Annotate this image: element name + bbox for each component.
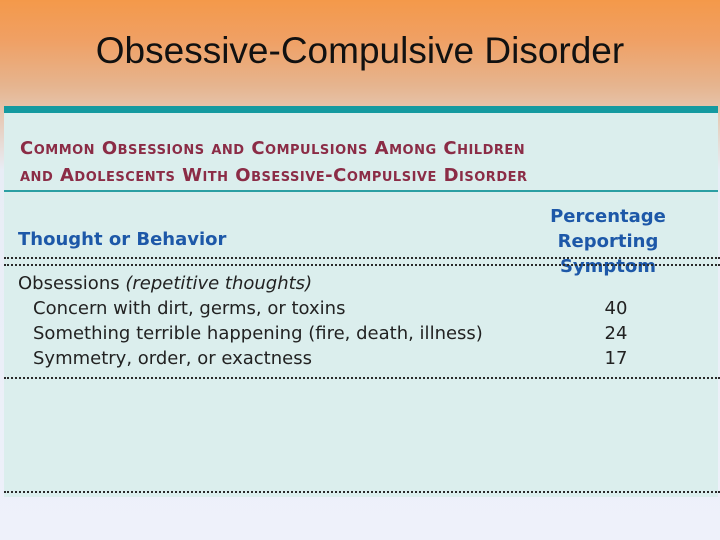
row-label: Concern with dirt, germs, or toxins [33,298,346,319]
section-note: (repetitive thoughts) [125,273,313,294]
row-value: 40 [604,298,628,319]
section-name: Obsessions [18,273,120,294]
slide-title: Obsessive-Compulsive Disorder [95,30,625,71]
table-title-line-2: and Adolescents With Obsessive-Compulsiv… [20,165,528,186]
column-header-percentage-line-1: Percentage Reporting [550,206,666,252]
bottom-divider [4,491,720,493]
column-header-percentage-line-2: Symptom [559,256,657,277]
row-value: 17 [604,348,628,369]
row-value: 24 [604,323,628,344]
header-divider-2 [4,264,720,266]
table-title: Common Obsessions and Compulsions Among … [20,135,528,189]
column-header-thought: Thought or Behavior [18,229,227,250]
row-label: Something terrible happening (fire, deat… [33,323,483,344]
header-divider [4,257,720,259]
table-panel: Common Obsessions and Compulsions Among … [4,106,720,497]
table-title-line-1: Common Obsessions and Compulsions Among … [20,138,526,159]
section-label: Obsessions (repetitive thoughts) [18,273,312,294]
column-header-percentage: Percentage Reporting Symptom [498,204,718,279]
section-divider [4,377,720,379]
row-label: Symmetry, order, or exactness [33,348,312,369]
title-rule [4,190,718,192]
